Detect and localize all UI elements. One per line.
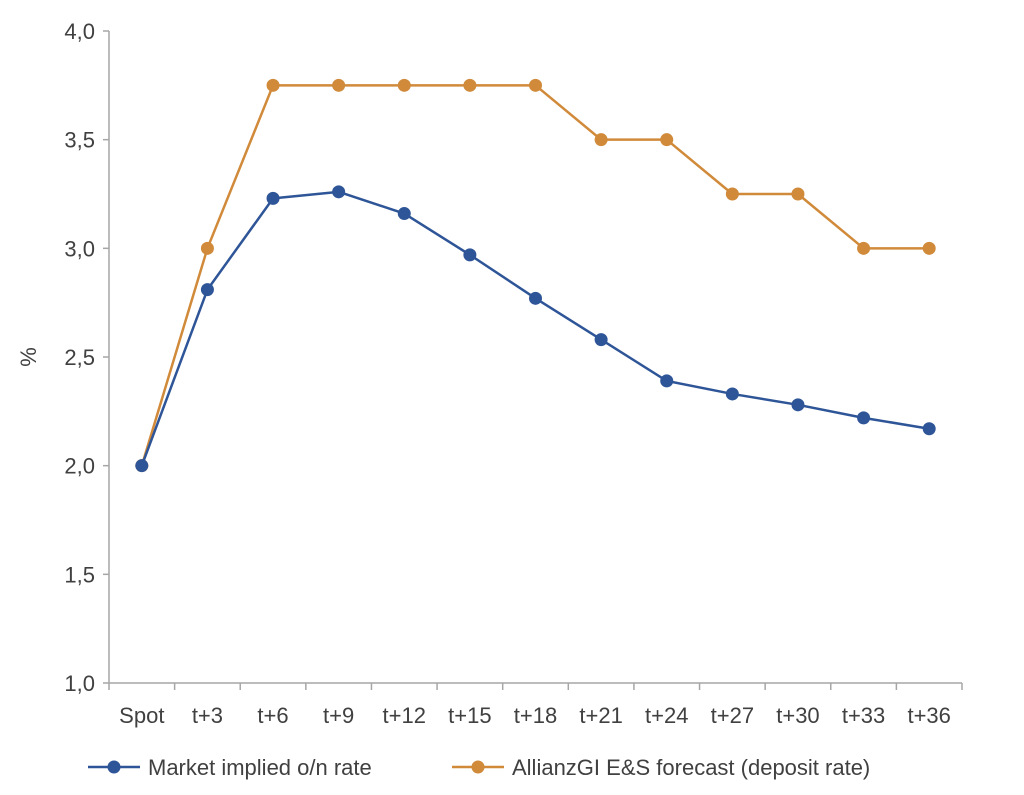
series-1 [135,78,936,473]
x-tick-label: t+9 [323,703,354,728]
series-layer [135,78,936,473]
legend-entry: AllianzGI E&S forecast (deposit rate) [452,755,870,780]
axes: 1,0 1,5 2,0 2,5 3,0 3,5 4,0 Spot t+3 t+6 t+9 t+12 t+… [16,19,963,728]
data-point [660,374,674,388]
y-tick-label: 4,0 [64,19,95,44]
x-tick-label: t+15 [448,703,491,728]
y-tick-label: 3,5 [64,128,95,153]
x-tick-label: t+21 [579,703,622,728]
data-point [463,248,477,262]
legend-swatch-marker [471,760,485,774]
y-tick-label: 2,5 [64,345,95,370]
data-point [791,187,805,201]
data-point [200,241,214,255]
data-point [135,459,149,473]
series-line [140,190,930,467]
data-point [922,241,936,255]
data-point [791,398,805,412]
x-tick-label: t+27 [711,703,754,728]
x-tick-label: t+33 [842,703,885,728]
data-point [397,207,411,221]
data-point [332,78,346,92]
x-tick-label: t+3 [192,703,223,728]
data-point [594,133,608,147]
data-point [529,78,542,92]
data-point [857,411,871,425]
x-tick-label: t+30 [776,703,819,728]
data-point [463,78,477,92]
x-tick-label: t+12 [383,703,426,728]
x-tick-label: t+6 [257,703,288,728]
data-point [397,78,411,92]
data-point [725,387,739,401]
legend-entry: Market implied o/n rate [88,755,372,780]
data-point [332,185,346,199]
data-point [857,241,871,255]
y-axis-title: % [16,347,41,367]
y-tick-label: 1,5 [64,562,95,587]
data-point [266,78,280,92]
legend-swatch-marker [107,760,121,774]
legend: Market implied o/n rate AllianzGI E&S for… [88,755,870,780]
y-tick-label: 3,0 [64,236,95,261]
y-tick-label: 1,0 [64,671,95,696]
x-tick-label: t+24 [645,703,688,728]
x-tick-label: Spot [119,703,164,728]
data-point [725,187,739,201]
legend-label: Market implied o/n rate [148,755,372,780]
data-point [266,191,280,205]
data-point [660,133,674,147]
x-tick-label: t+36 [907,703,950,728]
data-point [922,422,936,436]
data-point [594,333,608,347]
data-point [529,291,542,305]
legend-label: AllianzGI E&S forecast (deposit rate) [512,755,870,780]
x-tick-label: t+18 [514,703,557,728]
series-0 [135,185,936,473]
data-point [200,283,214,297]
y-tick-label: 2,0 [64,454,95,479]
